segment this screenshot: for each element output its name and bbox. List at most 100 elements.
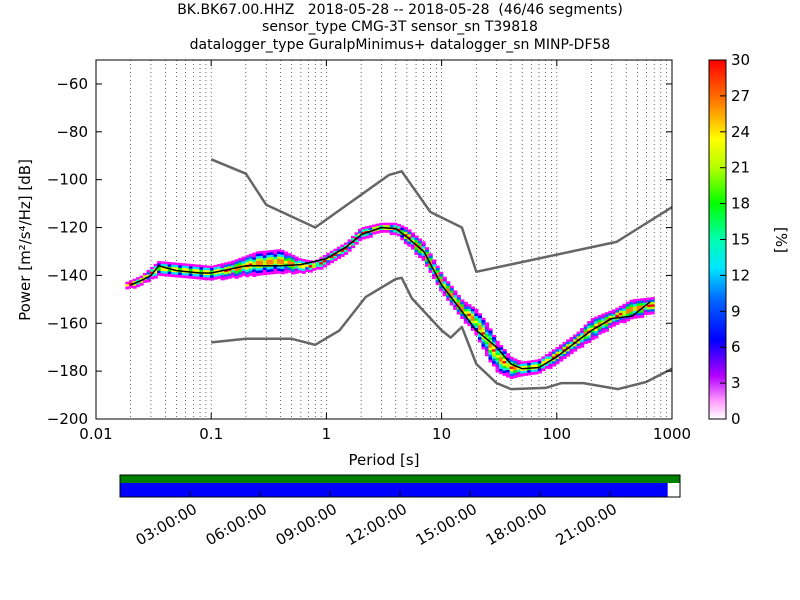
heatmap-cell: [432, 261, 437, 265]
heatmap-cell: [305, 269, 310, 273]
heatmap-cell: [449, 293, 454, 296]
heatmap-cell: [647, 302, 652, 306]
heatmap-cell: [527, 372, 532, 376]
heatmap-cell: [432, 276, 437, 280]
heatmap-cell: [294, 266, 299, 269]
heatmap-cell: [280, 269, 285, 272]
heatmap-cell: [530, 360, 535, 363]
heatmap-cell: [354, 239, 359, 243]
heatmap-cell: [562, 351, 567, 355]
heatmap-cell: [368, 227, 373, 231]
heatmap-cell: [453, 297, 458, 301]
heatmap-cell: [273, 252, 278, 255]
heatmap-cell: [171, 271, 176, 275]
heatmap-cell: [150, 266, 155, 270]
heatmap-cell: [336, 256, 342, 260]
heatmap-cell: [224, 274, 229, 278]
heatmap-cell: [414, 237, 419, 241]
heatmap-cell: [245, 267, 250, 271]
heatmap-cell: [647, 307, 652, 310]
x-axis-label: Period [s]: [348, 451, 419, 469]
heatmap-cell: [484, 343, 490, 347]
heatmap-cell: [537, 361, 542, 364]
heatmap-cell: [326, 260, 331, 263]
heatmap-cell: [432, 259, 437, 263]
y-axis-label: Power [m²/s⁴/Hz] [dB]: [16, 159, 34, 321]
heatmap-cell: [284, 258, 289, 262]
heatmap-cell: [322, 255, 327, 258]
heatmap-cell: [544, 354, 550, 357]
heatmap-cell: [446, 290, 451, 294]
heatmap-cell: [400, 225, 405, 229]
colorbar-tick-label: 21: [731, 159, 750, 177]
heatmap-cell: [625, 308, 631, 312]
heatmap-cell: [160, 263, 165, 267]
heatmap-cell: [188, 275, 193, 279]
heatmap-cell: [410, 242, 416, 245]
heatmap-cell: [640, 312, 645, 316]
heatmap-cell: [171, 264, 176, 268]
heatmap-cell: [615, 307, 620, 311]
heatmap-cell: [611, 319, 616, 322]
heatmap-cell: [234, 273, 239, 277]
heatmap-cell: [463, 320, 468, 324]
heatmap-cell: [217, 276, 222, 279]
heatmap-cell: [245, 260, 250, 263]
heatmap-cell: [347, 248, 352, 252]
colorbar-ticks: 0 3 6 9 12 15 18 21 24 27 30: [720, 51, 750, 428]
heatmap-cell: [294, 261, 299, 265]
heatmap-cell: [580, 332, 585, 336]
heatmap-cell: [615, 314, 620, 318]
heatmap-cell: [590, 330, 595, 333]
heatmap-cell: [284, 268, 289, 272]
heatmap-cell: [294, 256, 299, 260]
heatmap-cell: [481, 339, 486, 343]
heatmap-cell: [301, 268, 306, 272]
heatmap-cell: [266, 269, 271, 273]
heatmap-cell: [551, 361, 557, 365]
heatmap-cell: [643, 307, 648, 311]
heatmap-cell: [245, 255, 250, 259]
heatmap-cell: [555, 358, 560, 362]
x-tick-label: 100: [542, 425, 571, 443]
heatmap-cell: [255, 273, 260, 276]
heatmap-cell: [421, 243, 426, 247]
heatmap-cell: [460, 316, 465, 320]
heatmap-cell: [181, 268, 186, 271]
heatmap-cell: [548, 363, 553, 367]
heatmap-cell: [259, 265, 264, 269]
heatmap-cell: [492, 358, 497, 362]
heatmap-cell: [633, 303, 638, 307]
heatmap-cell: [477, 327, 483, 331]
heatmap-cell: [178, 274, 183, 278]
heatmap-cell: [132, 278, 137, 282]
heatmap-cell: [516, 367, 521, 370]
heatmap-cell: [403, 238, 409, 242]
heatmap-cell: [569, 346, 574, 350]
heatmap-cell: [280, 266, 285, 270]
heatmap-cell: [379, 222, 384, 226]
heatmap-cell: [358, 235, 363, 239]
x-tick-label: 0.1: [199, 425, 223, 443]
heatmap-cell: [611, 309, 616, 313]
heatmap-cell: [633, 306, 638, 310]
heatmap-cell: [492, 337, 497, 341]
heatmap-cell: [262, 267, 268, 271]
heatmap-cell: [555, 346, 560, 350]
heatmap-cell: [188, 268, 193, 272]
heatmap-cell: [146, 269, 151, 273]
heatmap-cell: [597, 331, 602, 335]
heatmap-cell: [640, 307, 645, 311]
heatmap-cell: [333, 255, 338, 259]
heatmap-cell: [217, 266, 222, 270]
heatmap-cell: [580, 328, 585, 331]
heatmap-cell: [502, 353, 507, 357]
heatmap-cell: [375, 226, 380, 229]
heatmap-cell: [537, 370, 542, 374]
heatmap-cell: [502, 370, 507, 374]
heatmap-cell: [128, 285, 134, 288]
heatmap-cell: [650, 311, 655, 315]
heatmap-cell: [446, 288, 451, 292]
heatmap-cell: [358, 228, 363, 232]
heatmap-cell: [611, 321, 616, 325]
